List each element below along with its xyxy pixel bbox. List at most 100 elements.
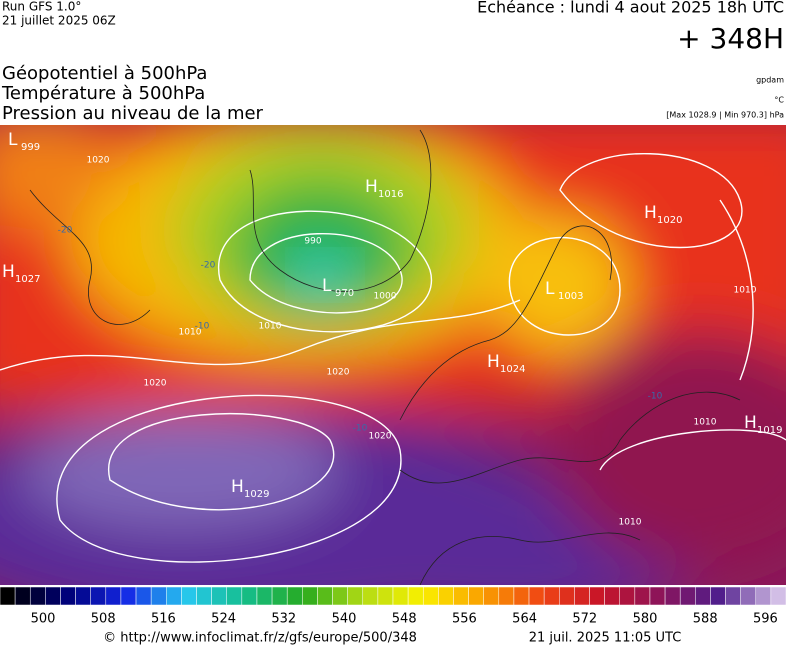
center-kind: H: [744, 413, 757, 433]
center-pressure: 1003: [558, 291, 583, 302]
coastlines: [29, 129, 741, 585]
temperature-label: -10: [353, 424, 368, 434]
colorbar-swatch: [90, 586, 107, 606]
colorbar-tick: 540: [332, 612, 357, 627]
colorbar-swatch: [241, 586, 258, 606]
colorbar-swatch: [0, 586, 16, 606]
field: Géopotentiel à 500hPa: [2, 63, 207, 84]
colorbar-tick: 564: [512, 612, 537, 627]
isobar-label: 990: [304, 237, 321, 247]
colorbar-tick: 508: [91, 612, 116, 627]
colorbar-tick: 556: [452, 612, 477, 627]
field: Pression au niveau de la mer: [2, 103, 264, 124]
colorbar-swatch: [543, 586, 560, 606]
isobar-label: 1020: [144, 379, 167, 389]
unit: gpdam: [756, 76, 784, 85]
colorbar-swatch: [392, 586, 409, 606]
colorbar-swatch: [619, 586, 636, 606]
colorbar-swatch: [453, 586, 469, 606]
center-kind: H: [2, 262, 15, 282]
center-pressure: 1029: [244, 489, 269, 500]
colorbar-swatch: [513, 586, 530, 606]
temperature-label: -20: [201, 261, 216, 271]
isobar-label: 1020: [327, 368, 350, 378]
temperature-label: -10: [195, 322, 210, 332]
center-kind: L: [322, 276, 332, 296]
colorbar-swatch: [271, 586, 288, 606]
colorbar-swatch: [377, 586, 394, 606]
colorbar-swatch: [649, 586, 666, 606]
colorbar-swatch: [362, 586, 379, 606]
colorbar-swatch: [120, 586, 137, 606]
colorbar-swatch: [755, 586, 772, 606]
center-kind: L: [545, 279, 555, 299]
center-pressure: 1019: [757, 425, 782, 436]
colorbar-swatch: [604, 586, 620, 606]
colorbar-swatch: [332, 586, 348, 606]
isobar-label: 1010: [734, 286, 757, 296]
isobar-label: 1020: [87, 156, 110, 166]
run: Run GFS 1.0°: [2, 0, 81, 14]
footer-time: 21 juil. 2025 11:05 UTC: [529, 631, 682, 646]
isobar-label: 1010: [619, 518, 642, 528]
colorbar-swatch: [770, 586, 786, 606]
colorbar-tick: 580: [633, 612, 658, 627]
colorbar-tick: 524: [211, 612, 236, 627]
colorbar-tick: 500: [31, 612, 56, 627]
colorbar-swatch: [528, 586, 545, 606]
forecast: Echéance : lundi 4 aout 2025 18h UTC: [477, 0, 784, 17]
center-pressure: 999: [21, 142, 40, 153]
isobar-label: 1000: [374, 292, 397, 302]
isobar-label: 1020: [369, 432, 392, 442]
colorbar-swatch: [317, 586, 333, 606]
colorbar-tick: 572: [572, 612, 597, 627]
colorbar-tick: 588: [693, 612, 718, 627]
colorbar-swatch: [422, 586, 439, 606]
colorbar: 5005085165245325405485565645725805885966…: [0, 586, 786, 627]
colorbar-swatch: [498, 586, 515, 606]
colorbar-swatch: [75, 586, 91, 606]
colorbar-swatch: [211, 586, 227, 606]
center-kind: H: [231, 477, 244, 497]
colorbar-swatch: [574, 586, 590, 606]
colorbar-swatch: [468, 586, 484, 606]
colorbar-swatch: [45, 586, 61, 606]
lead-time: + 348H: [677, 22, 784, 55]
unit: [Max 1028.9 | Min 970.3] hPa: [666, 111, 784, 120]
colorbar-swatch: [679, 586, 696, 606]
colorbar-swatch: [196, 586, 212, 606]
colorbar-tick: 532: [271, 612, 296, 627]
colorbar-swatch: [559, 586, 575, 606]
colorbar-swatch: [256, 586, 273, 606]
colorbar-swatch: [740, 586, 757, 606]
temperature-label: -20: [58, 226, 73, 236]
unit: °C: [774, 96, 784, 105]
colorbar-tick: 596: [753, 612, 778, 627]
colorbar-swatch: [135, 586, 152, 606]
colorbar-swatch: [181, 586, 197, 606]
colorbar-swatch: [710, 586, 726, 606]
field: Température à 500hPa: [1, 83, 205, 104]
colorbar-swatch: [725, 586, 741, 606]
colorbar-swatch: [589, 586, 605, 606]
colorbar-swatch: [438, 586, 454, 606]
center-kind: H: [487, 352, 500, 372]
colorbar-swatch: [347, 586, 364, 606]
center-pressure: 970: [335, 288, 354, 299]
colorbar-swatch: [226, 586, 243, 606]
colorbar-swatch: [60, 586, 76, 606]
colorbar-swatch: [407, 586, 424, 606]
colorbar-swatch: [105, 586, 122, 606]
colorbar-swatch: [302, 586, 318, 606]
colorbar-swatch: [150, 586, 167, 606]
temperature-label: -10: [648, 392, 663, 402]
colorbar-swatch: [14, 586, 31, 606]
center-pressure: 1024: [500, 364, 525, 375]
colorbar-tick: 548: [392, 612, 417, 627]
footer-url: © http://www.infoclimat.fr/z/gfs/europe/…: [103, 631, 417, 646]
colorbar-swatch: [695, 586, 711, 606]
center-pressure: 1020: [657, 215, 682, 226]
